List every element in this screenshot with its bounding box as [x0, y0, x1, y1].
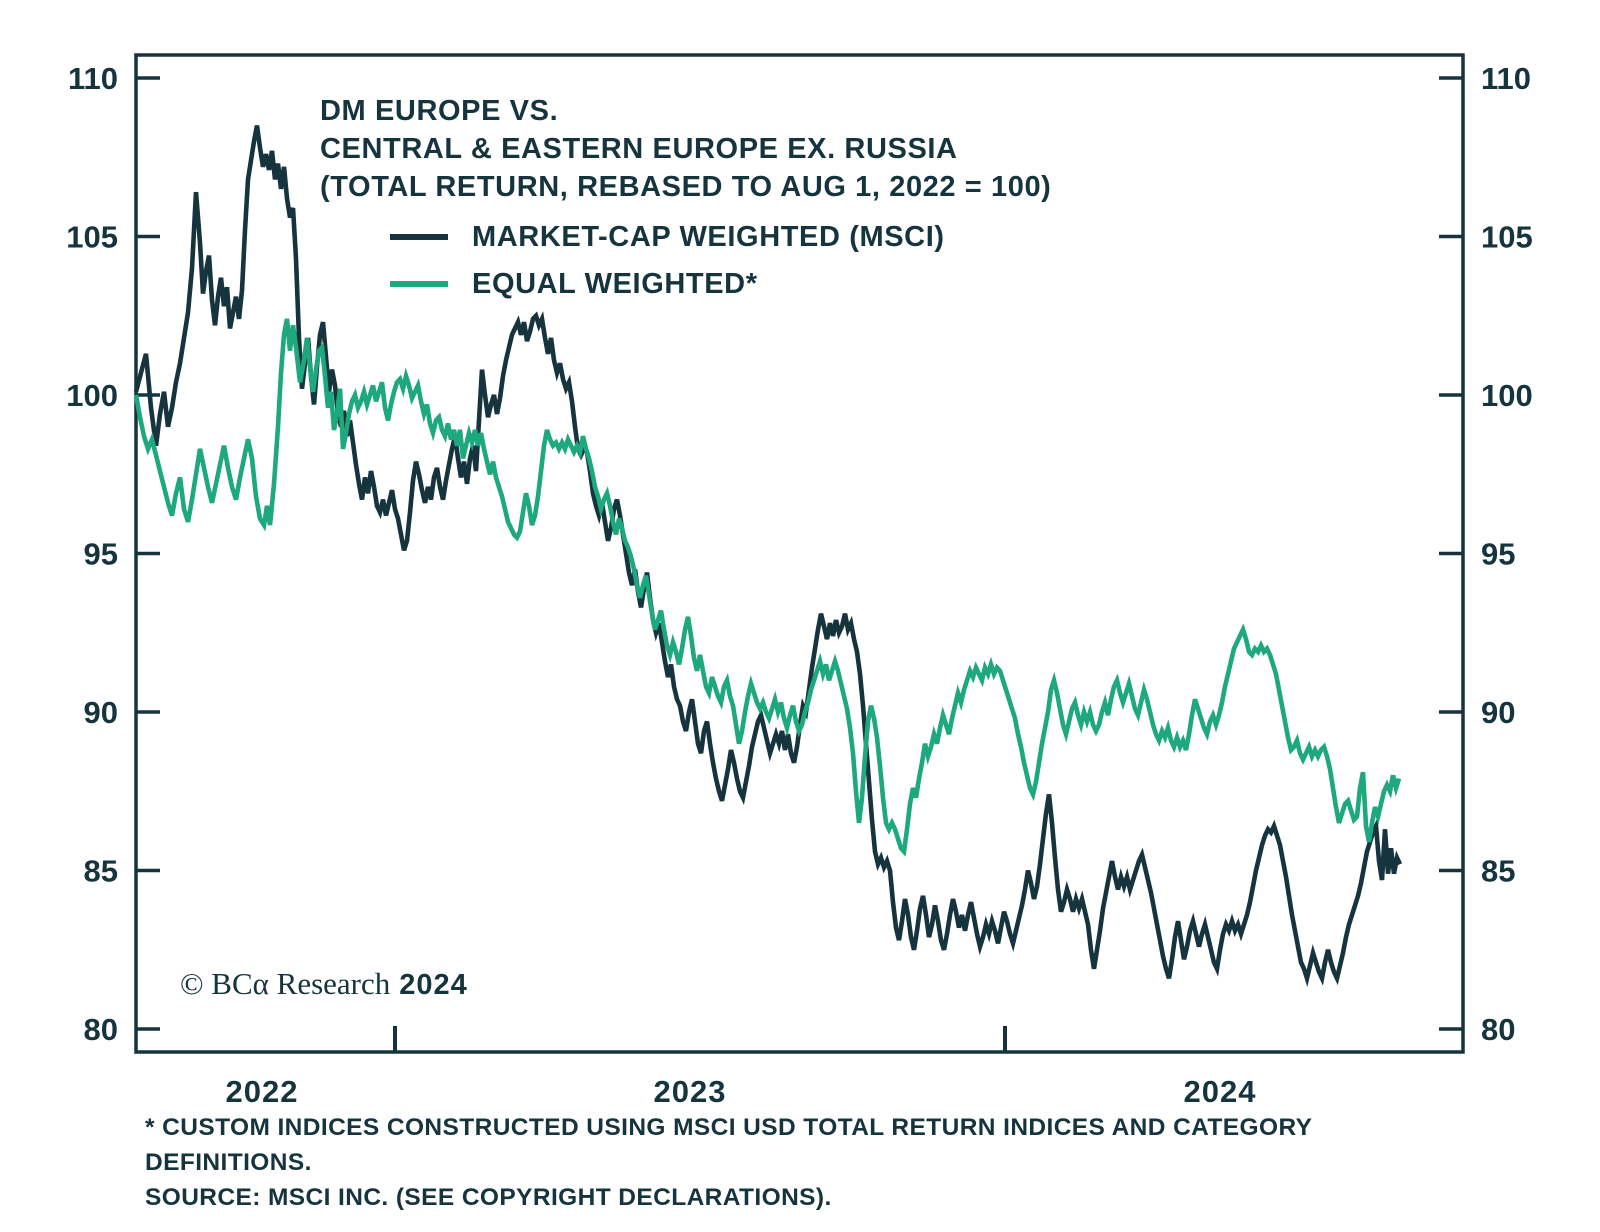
legend-swatch-equal-weighted-icon	[390, 281, 448, 287]
y-tick-label-right: 105	[1481, 220, 1533, 255]
footnote-line-3: SOURCE: MSCI INC. (SEE COPYRIGHT DECLARA…	[145, 1184, 832, 1211]
chart-title-line-2: CENTRAL & EASTERN EUROPE EX. RUSSIA	[320, 133, 958, 165]
y-tick-label-right: 80	[1481, 1012, 1515, 1047]
y-tick-label-right: 95	[1481, 537, 1515, 572]
y-tick-label-right: 85	[1481, 854, 1515, 889]
chart-title-line-1: DM EUROPE VS.	[320, 95, 559, 127]
y-tick-label-right: 100	[1481, 378, 1533, 413]
chart-title-line-3: (TOTAL RETURN, REBASED TO AUG 1, 2022 = …	[320, 171, 1052, 203]
series-line-equal-weighted	[133, 318, 1402, 857]
y-tick-label-left: 90	[84, 695, 118, 730]
copyright-text: © BCα Research	[180, 966, 391, 1001]
footnote-line-1: * CUSTOM INDICES CONSTRUCTED USING MSCI …	[145, 1114, 1313, 1141]
y-tick-label-left: 80	[84, 1012, 118, 1047]
legend-label-equal-weighted: EQUAL WEIGHTED*	[472, 267, 758, 300]
legend-label-market-cap: MARKET-CAP WEIGHTED (MSCI)	[472, 220, 945, 253]
y-tick-label-right: 110	[1481, 61, 1531, 96]
legend-item-equal-weighted: EQUAL WEIGHTED*	[390, 265, 945, 303]
legend: MARKET-CAP WEIGHTED (MSCI) EQUAL WEIGHTE…	[390, 218, 945, 312]
y-tick-label-left: 110	[68, 61, 118, 96]
y-tick-label-right: 90	[1481, 695, 1515, 730]
series-line-market-cap-weighted	[133, 125, 1403, 987]
y-tick-label-left: 85	[84, 854, 118, 889]
legend-swatch-market-cap-icon	[390, 234, 448, 240]
legend-item-market-cap: MARKET-CAP WEIGHTED (MSCI)	[390, 218, 945, 256]
copyright-notice: © BCα Research 2024	[180, 966, 468, 1002]
footnote-line-2: DEFINITIONS.	[145, 1149, 312, 1176]
y-tick-label-left: 95	[84, 537, 118, 572]
y-tick-label-left: 105	[66, 220, 118, 255]
y-tick-label-left: 100	[66, 378, 118, 413]
chart-title: DM EUROPE VS. CENTRAL & EASTERN EUROPE E…	[320, 92, 1051, 206]
footnote: * CUSTOM INDICES CONSTRUCTED USING MSCI …	[145, 1110, 1312, 1215]
x-year-label: 2022	[226, 1074, 299, 1109]
x-year-label: 2024	[1184, 1074, 1257, 1109]
copyright-year: 2024	[399, 969, 468, 1001]
x-year-label: 2023	[654, 1074, 727, 1109]
